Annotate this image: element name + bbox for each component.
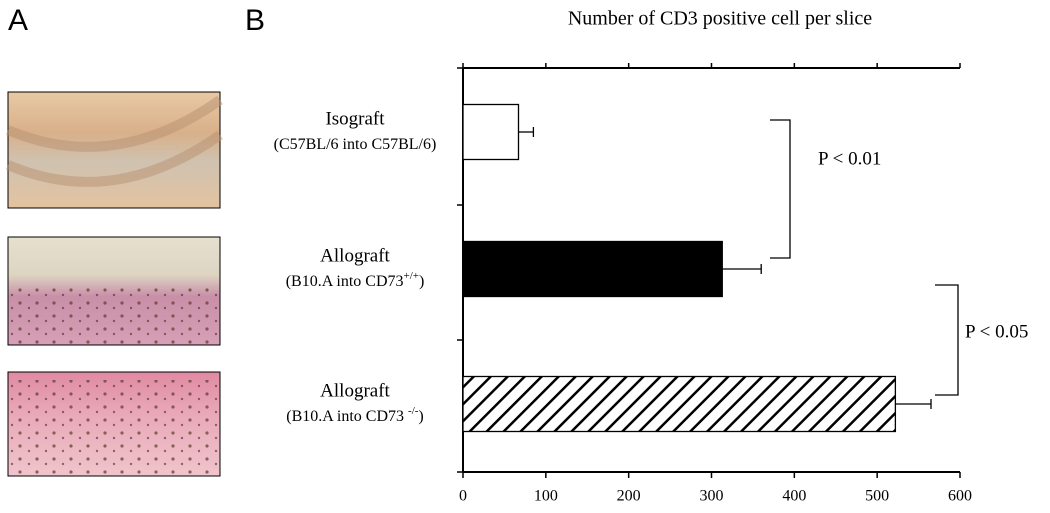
bracket xyxy=(770,119,959,396)
category-label: Allograft xyxy=(320,380,390,401)
error-bar xyxy=(518,127,535,137)
sublabel-text: ) xyxy=(418,408,423,425)
sublabel-text: ) xyxy=(419,273,424,290)
micrograph xyxy=(7,371,221,477)
category-sublabel: (C57BL/6 into C57BL/6) xyxy=(274,136,437,153)
category-sublabel: (B10.A into CD73 -/-) xyxy=(286,405,424,425)
x-tick-label: 0 xyxy=(459,488,467,505)
annotation: P < 0.01 xyxy=(818,148,881,169)
sublabel-text: (C57BL/6 into C57BL/6) xyxy=(274,136,437,153)
bar xyxy=(462,240,723,298)
category-label: Allograft xyxy=(320,245,390,266)
x-tick-label: 400 xyxy=(782,488,806,505)
x-tick-label: 600 xyxy=(948,488,972,505)
micrograph xyxy=(7,236,221,346)
x-tick-label: 300 xyxy=(700,488,724,505)
bar xyxy=(462,375,897,433)
error-bar xyxy=(895,399,932,409)
x-tick-label: 500 xyxy=(865,488,889,505)
chart-title: Number of CD3 positive cell per slice xyxy=(568,8,872,30)
error-bar xyxy=(722,264,762,274)
bar xyxy=(462,103,520,161)
sublabel-text: (B10.A into CD73 xyxy=(286,408,408,425)
panel-label: A xyxy=(8,4,28,37)
x-tick-label: 100 xyxy=(534,488,558,505)
sublabel-text: (B10.A into CD73 xyxy=(286,273,404,290)
x-tick-label: 200 xyxy=(617,488,641,505)
sublabel-sup: -/- xyxy=(408,405,419,417)
category-sublabel: (B10.A into CD73+/+) xyxy=(286,270,425,290)
panel-label: B xyxy=(245,4,265,37)
annotation: P < 0.05 xyxy=(965,321,1028,342)
category-label: Isograft xyxy=(325,108,385,129)
micrograph xyxy=(6,91,223,209)
sublabel-sup: +/+ xyxy=(404,270,419,282)
